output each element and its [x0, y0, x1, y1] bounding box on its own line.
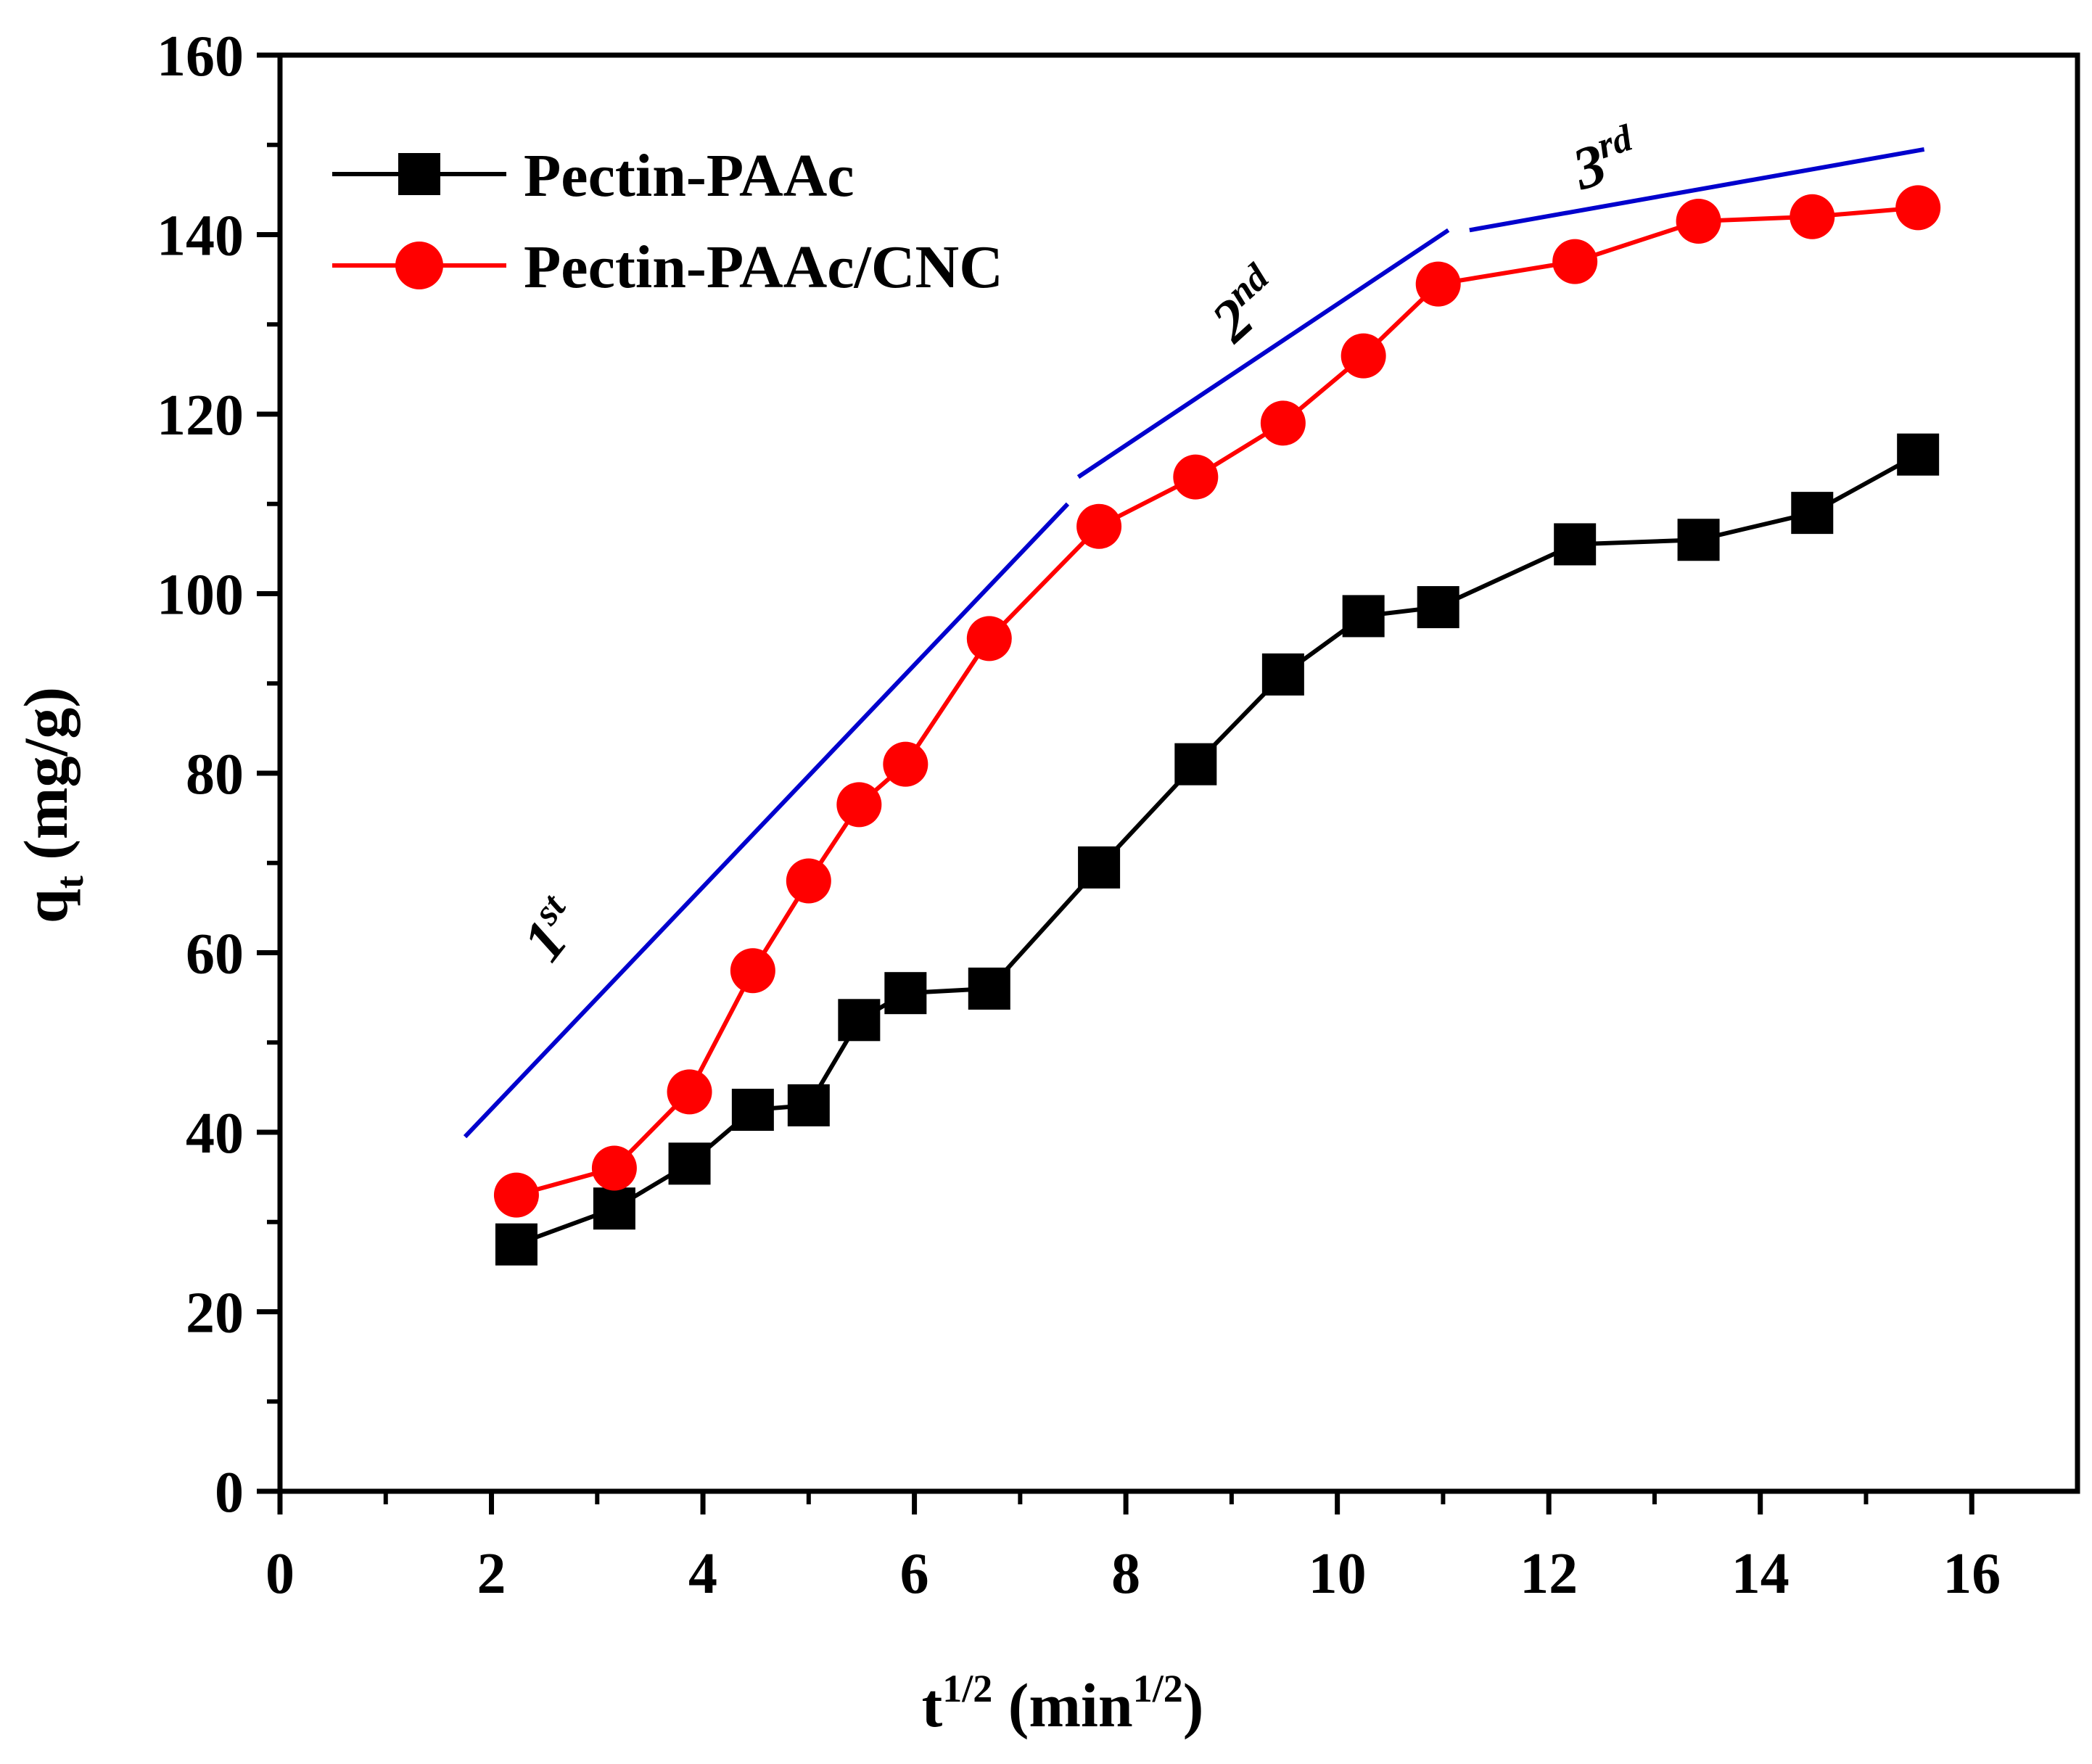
x-tick-label: 0: [265, 1542, 295, 1606]
x-tick-label: 10: [1309, 1542, 1367, 1606]
y-tick-label: 80: [186, 743, 244, 807]
series-line-pectin-paac: [515, 453, 1919, 1247]
data-point: [668, 1142, 711, 1185]
legend-marker-pectin-paac: [398, 153, 440, 195]
y-tick-label: 20: [186, 1282, 244, 1345]
data-point: [968, 968, 1010, 1010]
data-point: [593, 1187, 635, 1230]
series-line-pectin-paac-cnc: [516, 205, 1919, 1198]
y-tick-label: 140: [157, 205, 244, 268]
data-point: [591, 1145, 637, 1191]
x-tick-label: 4: [688, 1542, 717, 1606]
data-point: [1677, 519, 1720, 561]
data-point: [1173, 454, 1219, 500]
y-tick-label: 100: [157, 564, 244, 627]
y-tick-label: 40: [186, 1102, 244, 1166]
data-point: [836, 782, 882, 828]
fit-line-3rd: [1469, 147, 1925, 233]
legend-label-pectin-paac: Pectin-PAAc: [524, 142, 854, 210]
data-point: [1790, 194, 1835, 239]
x-axis-label-unit-open: (min: [992, 1670, 1133, 1740]
y-axis-label: qt (mg/g): [11, 687, 91, 923]
y-tick-label: 60: [186, 923, 244, 986]
y-tick-label: 0: [215, 1461, 244, 1525]
y-axis-label-base: q: [11, 889, 81, 923]
x-axis-ticks: 0 2 4 6 8 10 12 14 16: [265, 1491, 2001, 1606]
data-series: [493, 185, 1941, 1266]
data-point: [787, 1084, 830, 1126]
series-pectin-paac-cnc: [493, 185, 1941, 1218]
data-point: [883, 741, 928, 787]
y-axis-label-sub: t: [48, 875, 91, 889]
data-point: [1078, 846, 1121, 889]
x-tick-label: 6: [900, 1542, 929, 1606]
data-point: [1342, 595, 1385, 638]
x-axis-label-sup: 1/2: [942, 1667, 992, 1710]
x-axis-label-unit-sup: 1/2: [1133, 1667, 1183, 1710]
data-point: [731, 1089, 774, 1132]
x-tick-label: 16: [1943, 1542, 2001, 1606]
data-point: [1417, 586, 1459, 629]
data-point: [730, 948, 775, 994]
data-point: [966, 616, 1012, 662]
data-point: [1261, 653, 1304, 696]
x-tick-label: 12: [1520, 1542, 1578, 1606]
data-point: [1260, 400, 1306, 446]
y-axis-ticks: 0 20 40 60 80 100 120 140 160: [157, 25, 280, 1525]
fit-line-1st: [463, 502, 1070, 1139]
fit-line-2nd: [1076, 228, 1450, 479]
data-point: [1552, 239, 1598, 284]
data-point: [1076, 503, 1122, 549]
data-point: [1174, 743, 1217, 786]
data-point: [1897, 433, 1940, 476]
minor-ticks: [267, 142, 1869, 1504]
x-axis-label-unit-close: ): [1183, 1670, 1204, 1740]
legend: Pectin-PAAc Pectin-PAAc/CNC: [332, 142, 1003, 301]
phase-label-3rd: 3rd: [1563, 118, 1646, 203]
fit-lines: [463, 147, 1925, 1139]
series-pectin-paac: [495, 433, 1940, 1266]
data-point: [1676, 198, 1721, 244]
data-point: [493, 1172, 539, 1218]
data-point: [1341, 333, 1386, 379]
x-tick-label: 2: [477, 1542, 506, 1606]
legend-label-pectin-paac-cnc: Pectin-PAAc/CNC: [524, 234, 1003, 301]
x-axis-label-base: t: [922, 1670, 943, 1740]
phase-label-1st: 1st: [507, 886, 596, 973]
x-tick-label: 14: [1731, 1542, 1790, 1606]
data-point: [1415, 261, 1461, 307]
y-tick-label: 120: [157, 384, 244, 448]
data-point: [667, 1069, 712, 1115]
data-point: [884, 972, 927, 1015]
data-point: [1554, 523, 1597, 566]
x-tick-label: 8: [1111, 1542, 1140, 1606]
data-point: [1895, 185, 1941, 231]
data-point: [838, 999, 881, 1042]
y-tick-label: 160: [157, 25, 244, 88]
x-axis-label: t1/2 (min1/2): [922, 1667, 1204, 1740]
y-axis-label-unit: (mg/g): [11, 687, 81, 875]
data-point: [1791, 492, 1834, 535]
data-point: [786, 858, 831, 904]
data-point: [495, 1223, 538, 1266]
legend-marker-pectin-paac-cnc: [395, 242, 443, 289]
